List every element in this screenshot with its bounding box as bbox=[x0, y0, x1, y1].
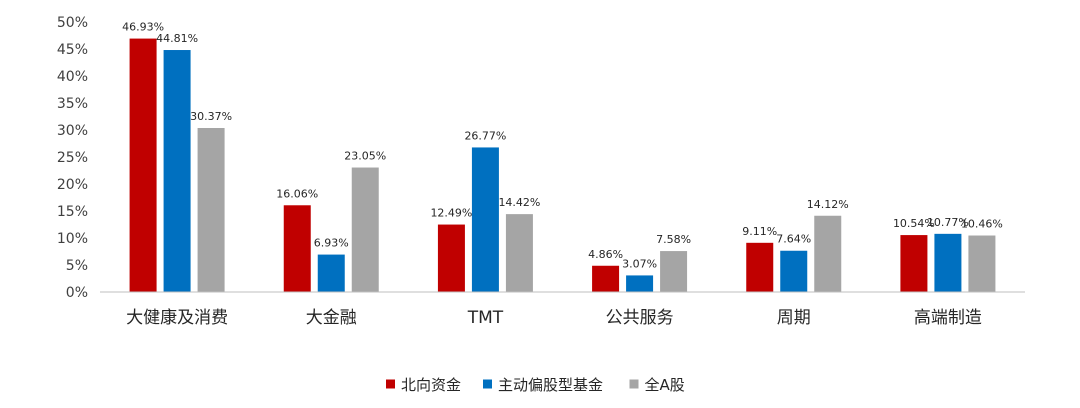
bar bbox=[129, 38, 157, 292]
y-tick-label: 50% bbox=[57, 15, 88, 31]
bar bbox=[437, 224, 465, 292]
bar bbox=[780, 250, 808, 292]
bar bbox=[351, 167, 379, 292]
y-axis: 0% 5% 10% 15% 20% 25% 30% 35% 40% 45% 50% bbox=[57, 15, 88, 301]
bar bbox=[746, 242, 774, 292]
data-labels-group: 46.93%44.81% 30.37% 16.06% 6.93% 23.05% 12.49… bbox=[122, 21, 1003, 271]
data-label: 4.86% bbox=[588, 248, 623, 261]
bar bbox=[163, 50, 191, 292]
y-tick-label: 20% bbox=[57, 177, 88, 193]
y-tick-label: 10% bbox=[57, 231, 88, 247]
bar bbox=[317, 254, 345, 292]
data-label: 14.12% bbox=[807, 198, 849, 211]
bar bbox=[283, 205, 311, 292]
bar bbox=[197, 128, 225, 292]
bar bbox=[592, 265, 620, 292]
data-label: 10.77% bbox=[927, 216, 969, 229]
x-tick-label: 大健康及消费 bbox=[126, 308, 228, 328]
data-label: 46.93% bbox=[122, 21, 164, 34]
legend-swatch bbox=[483, 379, 492, 389]
x-axis: 大健康及消费 大金融 TMT 公共服务 周期 高端制造 bbox=[126, 308, 982, 328]
y-tick-label: 40% bbox=[57, 69, 88, 85]
x-tick-label: 公共服务 bbox=[606, 308, 674, 328]
bar bbox=[471, 147, 499, 292]
data-label: 44.81% bbox=[156, 32, 198, 45]
legend-label: 全A股 bbox=[645, 376, 685, 394]
data-label: 7.58% bbox=[656, 233, 691, 246]
bar bbox=[968, 235, 996, 292]
legend-label: 主动偏股型基金 bbox=[498, 376, 603, 394]
data-label: 16.06% bbox=[276, 187, 318, 200]
data-label: 26.77% bbox=[464, 129, 506, 142]
legend-swatch bbox=[629, 379, 639, 389]
data-label: 6.93% bbox=[314, 237, 349, 250]
x-tick-label: 大金融 bbox=[306, 308, 357, 328]
legend: 北向资金 主动偏股型基金 全A股 bbox=[386, 376, 685, 394]
legend-swatch bbox=[386, 379, 395, 389]
bar bbox=[626, 275, 654, 292]
y-tick-label: 0% bbox=[66, 285, 88, 301]
data-label: 3.07% bbox=[622, 257, 657, 270]
x-tick-label: 高端制造 bbox=[914, 308, 982, 328]
bar bbox=[660, 251, 688, 292]
bars-group bbox=[129, 38, 996, 292]
y-tick-label: 15% bbox=[57, 204, 88, 220]
data-label: 7.64% bbox=[776, 233, 811, 246]
data-label: 23.05% bbox=[344, 150, 386, 163]
data-label: 14.42% bbox=[498, 196, 540, 209]
data-label: 10.46% bbox=[961, 218, 1003, 231]
data-label: 30.37% bbox=[190, 110, 232, 123]
y-tick-label: 45% bbox=[57, 42, 88, 58]
data-label: 9.11% bbox=[742, 225, 777, 238]
legend-label: 北向资金 bbox=[401, 376, 461, 394]
y-tick-label: 25% bbox=[57, 150, 88, 166]
bar bbox=[934, 233, 962, 292]
x-tick-label: 周期 bbox=[777, 308, 811, 328]
bar bbox=[814, 215, 842, 292]
data-label: 12.49% bbox=[430, 207, 472, 220]
bar bbox=[505, 214, 533, 292]
y-tick-label: 5% bbox=[66, 258, 88, 274]
y-tick-label: 35% bbox=[57, 96, 88, 112]
x-tick-label: TMT bbox=[467, 308, 504, 328]
data-label: 10.54% bbox=[893, 217, 935, 230]
bar bbox=[900, 235, 928, 292]
y-tick-label: 30% bbox=[57, 123, 88, 139]
